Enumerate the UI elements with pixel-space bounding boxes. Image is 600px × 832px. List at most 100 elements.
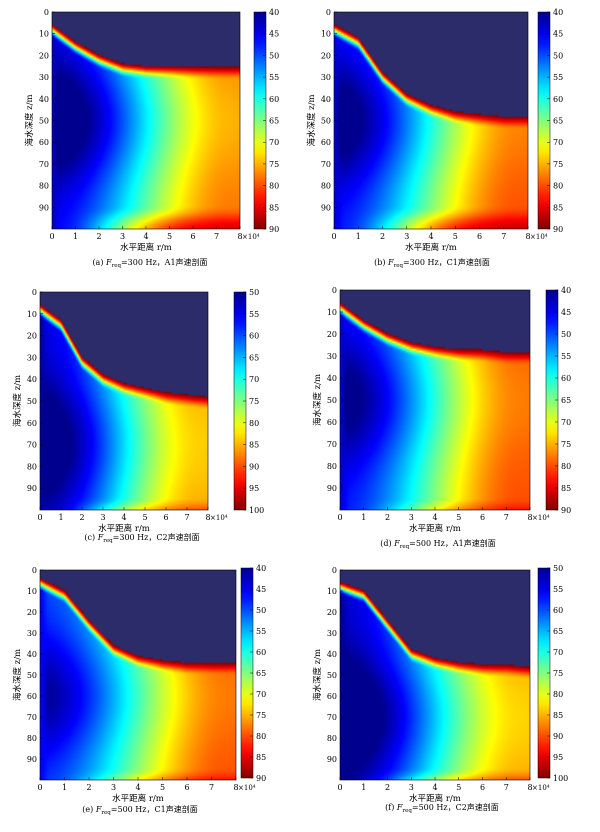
y-tick-label-b: 90: [321, 203, 331, 212]
colorbar-tick-label-d: 80: [561, 462, 571, 471]
colorbar-tick-label-c: 60: [249, 332, 259, 341]
colorbar-tick-label-d: 40: [561, 286, 571, 295]
x-axis-label-e: 水平距离 r/m: [112, 793, 164, 804]
colorbar-tick-label-a: 90: [269, 225, 279, 234]
y-tick-label-b: 80: [321, 182, 331, 191]
y-tick-label-c: 80: [27, 462, 37, 471]
colorbar-tick-label-f: 100: [553, 774, 568, 783]
colorbar-tick-label-e: 70: [256, 690, 266, 699]
x-tick-label-c: 1: [58, 513, 63, 522]
y-tick-label-e: 20: [27, 608, 37, 617]
x-tick-label-c: 5: [142, 513, 147, 522]
x-tick-label-d: 1: [361, 513, 366, 522]
y-tick-label-f: 20: [327, 608, 337, 617]
y-tick-label-c: 30: [27, 353, 37, 362]
x-tick-label-a: 1: [73, 232, 78, 241]
y-tick-label-e: 80: [27, 734, 37, 743]
x-tick-label-d: 0: [337, 513, 342, 522]
x-tick-label-b: 8: [525, 232, 530, 241]
colorbar-tick-label-e: 55: [256, 627, 266, 636]
x-tick-label-b: 2: [380, 232, 385, 241]
colorbar-tick-label-a: 50: [269, 51, 279, 60]
x-tick-label-a: 5: [167, 232, 172, 241]
colorbar-tick-label-c: 85: [249, 441, 259, 450]
y-tick-label-b: 10: [321, 30, 331, 39]
x-tick-label-f: 7: [504, 783, 509, 792]
heatmap-image-c: [40, 292, 208, 510]
x-tick-label-d: 7: [504, 513, 509, 522]
y-tick-label-e: 90: [27, 755, 37, 764]
y-tick-label-c: 10: [27, 310, 37, 319]
y-tick-label-f: 30: [327, 629, 337, 638]
x-tick-label-c: 2: [79, 513, 84, 522]
y-tick-label-f: 90: [327, 755, 337, 764]
colorbar-tick-label-b: 60: [553, 95, 563, 104]
y-tick-label-f: 50: [327, 671, 337, 680]
x-tick-label-d: 4: [432, 513, 437, 522]
caption-d: (d) Freq=500 Hz，A1声速剖面: [380, 538, 495, 550]
x-multiplier-f: ×10⁴: [532, 784, 550, 792]
x-tick-label-b: 7: [501, 232, 506, 241]
y-tick-label-e: 40: [27, 650, 37, 659]
x-tick-label-a: 8: [237, 232, 242, 241]
x-tick-label-f: 2: [385, 783, 390, 792]
y-tick-label-a: 0: [44, 8, 49, 17]
colorbar-tick-label-b: 55: [553, 73, 563, 82]
caption-a: (a) Freq=300 Hz，A1声速剖面: [92, 257, 207, 269]
x-tick-label-d: 6: [480, 513, 485, 522]
x-tick-label-a: 6: [190, 232, 195, 241]
y-axis-label-a: 海水深度 z/m: [24, 94, 35, 146]
colorbar-tick-label-f: 95: [553, 753, 563, 762]
colorbar-tick-label-f: 65: [553, 627, 563, 636]
y-tick-label-d: 10: [327, 308, 337, 317]
y-tick-label-b: 40: [321, 95, 331, 104]
x-axis-label-b: 水平距离 r/m: [405, 242, 457, 253]
x-tick-label-e: 7: [209, 783, 214, 792]
colorbar-tick-label-e: 45: [256, 585, 266, 594]
colorbar-tick-label-b: 80: [553, 182, 563, 191]
x-tick-label-a: 4: [143, 232, 148, 241]
y-tick-label-d: 60: [327, 418, 337, 427]
y-tick-label-b: 60: [321, 138, 331, 147]
colorbar-tick-label-c: 75: [249, 397, 259, 406]
colorbar-tick-label-f: 90: [553, 732, 563, 741]
y-tick-label-b: 70: [321, 160, 331, 169]
colorbar-tick-label-d: 55: [561, 352, 571, 361]
colorbar-tick-label-f: 50: [553, 564, 563, 573]
caption-e: (e) Freq=500 Hz，C1声速剖面: [82, 804, 197, 816]
y-axis-label-d: 海水深度 z/m: [312, 374, 323, 426]
colorbar-tick-label-c: 55: [249, 310, 259, 319]
x-tick-label-f: 6: [480, 783, 485, 792]
colorbar-tick-label-f: 60: [553, 606, 563, 615]
colorbar-tick-label-f: 85: [553, 711, 563, 720]
y-tick-label-d: 80: [327, 462, 337, 471]
y-tick-label-d: 70: [327, 440, 337, 449]
y-tick-label-e: 30: [27, 629, 37, 638]
y-tick-label-a: 10: [39, 30, 49, 39]
x-tick-label-e: 0: [37, 783, 42, 792]
y-tick-label-d: 0: [332, 286, 337, 295]
colorbar-tick-label-d: 45: [561, 308, 571, 317]
x-tick-label-c: 0: [37, 513, 42, 522]
colorbar-tick-label-a: 45: [269, 30, 279, 39]
colorbar-tick-label-c: 65: [249, 353, 259, 362]
y-tick-label-a: 50: [39, 117, 49, 126]
y-tick-label-c: 60: [27, 419, 37, 428]
x-axis-label-a: 水平距离 r/m: [120, 242, 172, 253]
x-tick-label-d: 2: [385, 513, 390, 522]
y-tick-label-f: 10: [327, 587, 337, 596]
colorbar-tick-label-e: 60: [256, 648, 266, 657]
x-tick-label-d: 8: [527, 513, 532, 522]
y-tick-label-a: 60: [39, 138, 49, 147]
x-tick-label-b: 6: [477, 232, 482, 241]
x-tick-label-b: 1: [356, 232, 361, 241]
x-tick-label-f: 5: [456, 783, 461, 792]
y-tick-label-d: 20: [327, 330, 337, 339]
colorbar-tick-label-d: 50: [561, 330, 571, 339]
colorbar-tick-label-c: 90: [249, 462, 259, 471]
y-axis-label-c: 海水深度 z/m: [12, 375, 23, 427]
y-axis-label-f: 海水深度 z/m: [312, 649, 323, 701]
